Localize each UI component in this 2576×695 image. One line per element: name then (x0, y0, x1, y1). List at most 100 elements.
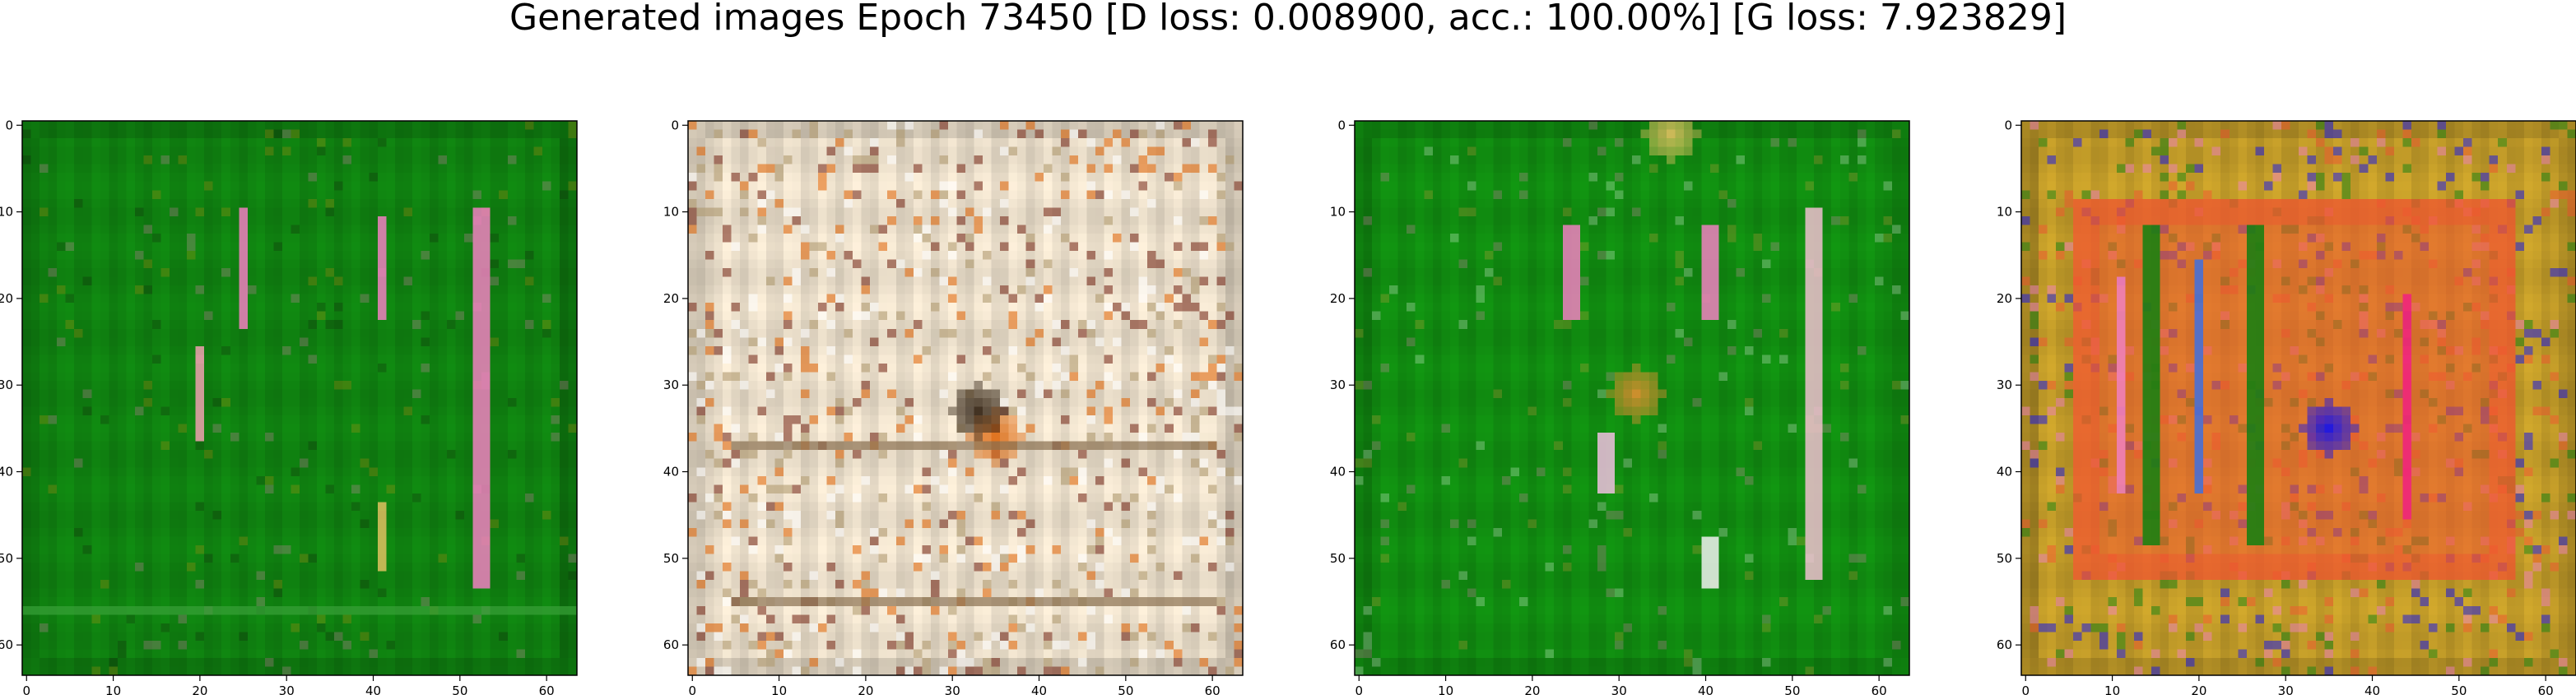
pixel (126, 554, 136, 563)
pixel (386, 225, 396, 234)
pixel (160, 146, 170, 156)
pixel (187, 215, 197, 225)
pixel (447, 563, 457, 572)
pixel (170, 121, 179, 131)
pixel (533, 129, 543, 139)
pixel (559, 138, 570, 148)
pixel (300, 519, 309, 529)
pixel (151, 657, 162, 668)
pixel (412, 337, 422, 347)
pixel (65, 311, 75, 321)
pixel (826, 233, 836, 243)
pixel (1035, 215, 1044, 225)
pixel (91, 129, 101, 139)
pixel (74, 225, 84, 234)
pixel (1225, 190, 1235, 200)
pixel (126, 190, 136, 200)
pixel (151, 173, 162, 183)
pixel (308, 502, 318, 512)
pixel (65, 285, 75, 295)
pixel (817, 198, 828, 208)
pixel (126, 121, 136, 131)
pixel (273, 354, 283, 364)
pixel (178, 328, 188, 338)
pixel (412, 242, 422, 252)
pixel (22, 666, 32, 676)
pixel (559, 233, 570, 243)
pixel (1035, 138, 1044, 148)
pixel (221, 320, 231, 330)
pixel (134, 242, 145, 252)
pixel (48, 285, 58, 295)
pixel (360, 632, 370, 642)
pixel (542, 588, 552, 598)
pixel (247, 424, 257, 433)
pixel (22, 242, 32, 252)
pixel (499, 294, 509, 303)
pixel (187, 372, 197, 382)
pixel (187, 571, 197, 581)
pixel (386, 242, 396, 252)
pixel (464, 450, 474, 460)
pixel (143, 632, 153, 642)
pixel (109, 146, 119, 156)
pixel (151, 138, 162, 148)
pixel (109, 354, 119, 364)
pixel (412, 632, 422, 642)
pixel (230, 276, 239, 286)
pixel (160, 580, 170, 590)
pixel (300, 345, 309, 355)
pixel (472, 475, 482, 485)
pixel (472, 571, 482, 581)
pixel (308, 563, 318, 572)
pixel (212, 328, 222, 338)
pixel (1216, 155, 1226, 165)
pixel (65, 250, 75, 261)
pixel (490, 215, 500, 225)
pixel (421, 623, 430, 632)
pixel (264, 623, 275, 632)
pixel (1069, 146, 1079, 156)
pixel (507, 303, 517, 313)
pixel (273, 372, 283, 382)
pixel (48, 519, 58, 529)
pixel (247, 372, 257, 382)
pixel (559, 563, 570, 572)
pixel (40, 320, 49, 330)
pixel (360, 623, 370, 632)
pixel (403, 493, 413, 503)
pixel (490, 450, 500, 460)
pixel (481, 450, 491, 460)
pixel (230, 225, 239, 234)
pixel (117, 415, 127, 425)
pixel (533, 285, 543, 295)
pixel (342, 484, 352, 494)
pixel (82, 597, 92, 607)
pixel (65, 389, 75, 399)
pixel (533, 389, 543, 399)
pixel (472, 441, 482, 451)
pixel (1234, 146, 1244, 156)
pixel (300, 415, 309, 425)
pixel (48, 510, 58, 521)
pixel (212, 502, 222, 512)
pixel (342, 294, 352, 303)
pixel (447, 345, 457, 355)
pixel (542, 623, 552, 632)
pixel (247, 580, 257, 590)
pixel (239, 493, 249, 503)
pixel (455, 372, 465, 382)
pixel (65, 657, 75, 668)
pixel (870, 225, 880, 234)
pixel (438, 311, 448, 321)
pixel (447, 250, 457, 261)
pixel (421, 389, 430, 399)
pixel (74, 623, 84, 632)
pixel (100, 649, 109, 659)
pixel (82, 588, 92, 598)
pixel (100, 433, 109, 442)
pixel (551, 502, 560, 512)
pixel (342, 155, 352, 165)
pixel (204, 484, 214, 494)
pixel (507, 519, 517, 529)
